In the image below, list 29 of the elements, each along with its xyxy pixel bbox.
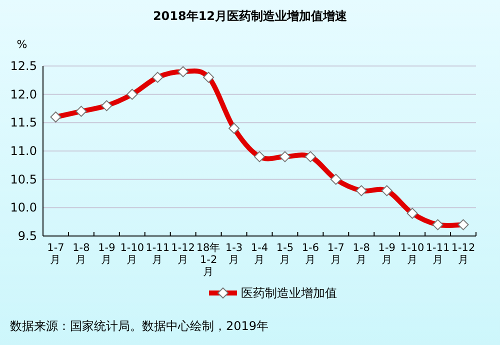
chart-title: 2018年12月医药制造业增加值增速 (152, 9, 348, 23)
y-tick-label: 9.5 (18, 229, 37, 243)
x-tick-label: 1-10月 (399, 242, 426, 266)
x-tick-label: 1-9月 (377, 242, 396, 266)
y-tick-label: 12.5 (10, 59, 37, 73)
source-note: 数据来源：国家统计局。数据中心绘制，2019年 (10, 319, 269, 333)
y-tick-label: 11.5 (10, 116, 37, 130)
x-tick-label: 18年1-2月 (196, 242, 222, 278)
x-tick-label: 1-8月 (72, 242, 91, 266)
x-tick-label: 1-4月 (250, 242, 270, 266)
x-tick-label: 1-5月 (275, 242, 295, 266)
x-tick-label: 1-8月 (352, 242, 371, 266)
legend: 医药制造业增加值 (209, 286, 337, 300)
x-tick-label: 1-6月 (300, 242, 320, 266)
y-tick-label: 10.0 (10, 200, 37, 215)
x-tick-label: 1-11月 (424, 242, 451, 266)
y-tick-label: 11.0 (10, 144, 37, 158)
x-tick-label: 1-7月 (326, 242, 346, 266)
x-tick-label: 1-12月 (170, 242, 196, 266)
x-tick-label: 1-7月 (46, 242, 66, 266)
legend-label: 医药制造业增加值 (241, 286, 337, 300)
x-tick-label: 1-9月 (97, 242, 116, 266)
x-tick-label: 1-12月 (450, 242, 476, 266)
x-tick-label: 1-3月 (224, 242, 244, 266)
x-tick-label: 1-10月 (119, 242, 146, 266)
y-axis-title: % (16, 38, 28, 51)
y-tick-label: 10.5 (10, 172, 37, 186)
x-tick-label: 1-11月 (144, 242, 171, 266)
y-tick-label: 12.0 (10, 87, 37, 102)
